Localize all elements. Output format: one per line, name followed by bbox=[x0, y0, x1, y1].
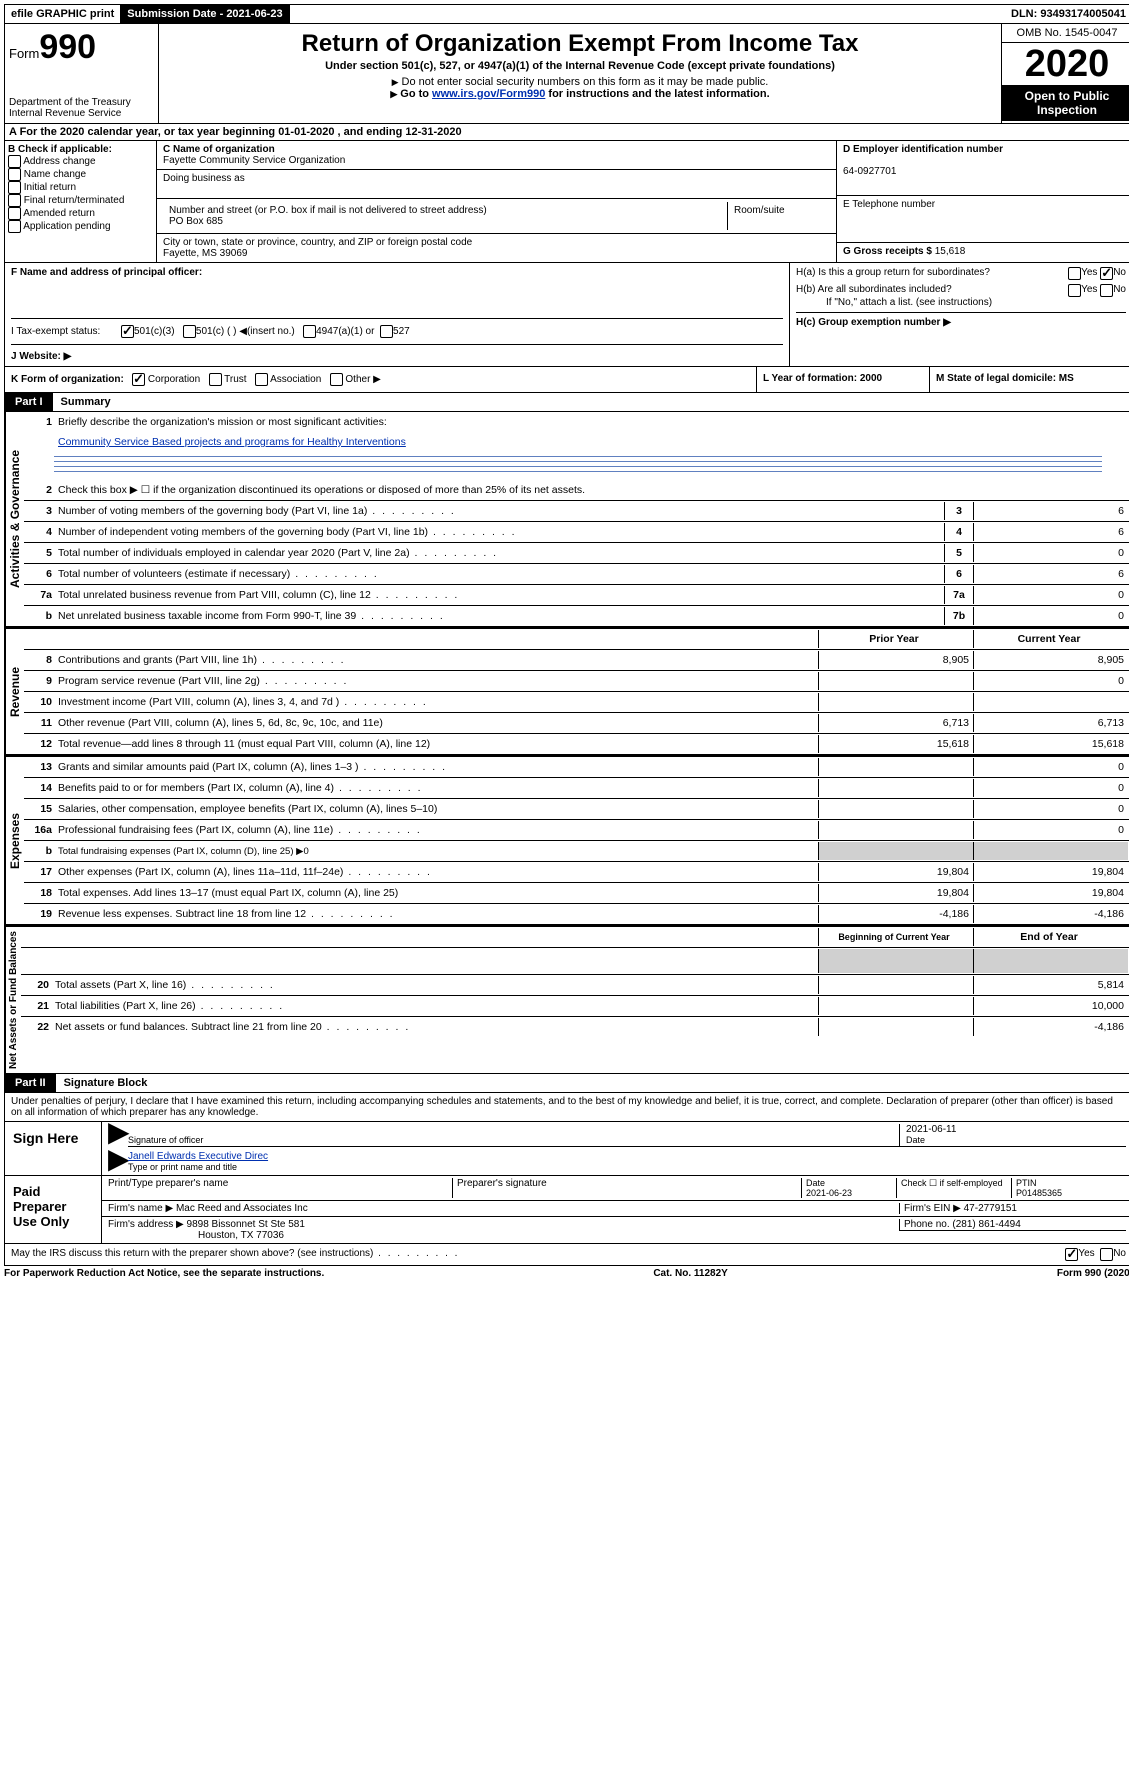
org-name: Fayette Community Service Organization bbox=[163, 155, 345, 166]
revenue-section: Revenue Prior YearCurrent Year 8Contribu… bbox=[4, 627, 1129, 755]
header-left: Form990 Department of the Treasury Inter… bbox=[5, 24, 159, 123]
part2-header: Part II Signature Block bbox=[4, 1074, 1129, 1093]
org-city: Fayette, MS 39069 bbox=[163, 248, 248, 259]
check-501c3[interactable] bbox=[121, 325, 134, 338]
discuss-no[interactable] bbox=[1100, 1248, 1113, 1261]
box-f-ij: F Name and address of principal officer:… bbox=[5, 263, 789, 366]
note-ssn: Do not enter social security numbers on … bbox=[163, 76, 997, 88]
check-corp[interactable] bbox=[132, 373, 145, 386]
check-527[interactable] bbox=[380, 325, 393, 338]
form-header: Form990 Department of the Treasury Inter… bbox=[4, 24, 1129, 124]
state-domicile: M State of legal domicile: MS bbox=[929, 367, 1129, 392]
check-501c[interactable] bbox=[183, 325, 196, 338]
note-goto: Go to www.irs.gov/Form990 for instructio… bbox=[163, 88, 997, 100]
mission-text: Community Service Based projects and pro… bbox=[58, 436, 1128, 448]
sign-here-label: Sign Here bbox=[5, 1122, 102, 1175]
firm-name: Mac Reed and Associates Inc bbox=[176, 1203, 308, 1214]
signature-block: Under penalties of perjury, I declare th… bbox=[4, 1093, 1129, 1266]
check-address-change[interactable] bbox=[8, 155, 21, 168]
gross-receipts: 15,618 bbox=[935, 246, 966, 257]
part1-header: Part I Summary bbox=[4, 393, 1129, 412]
firm-address: 9898 Bissonnet St Ste 581 bbox=[187, 1219, 305, 1230]
dln-label: DLN: 93493174005041 bbox=[1005, 5, 1129, 23]
submission-date-button[interactable]: Submission Date - 2021-06-23 bbox=[121, 5, 289, 23]
activities-governance: Activities & Governance 1Briefly describ… bbox=[4, 412, 1129, 627]
check-4947[interactable] bbox=[303, 325, 316, 338]
net-assets-section: Net Assets or Fund Balances Beginning of… bbox=[4, 925, 1129, 1074]
year-formation: L Year of formation: 2000 bbox=[756, 367, 929, 392]
paid-preparer-label: Paid Preparer Use Only bbox=[5, 1176, 102, 1243]
header-mid: Return of Organization Exempt From Incom… bbox=[159, 24, 1001, 123]
check-app-pending[interactable] bbox=[8, 220, 21, 233]
omb-label: OMB No. 1545-0047 bbox=[1002, 24, 1129, 43]
ein-value: 64-0927701 bbox=[843, 166, 896, 177]
page-footer: For Paperwork Reduction Act Notice, see … bbox=[4, 1266, 1129, 1281]
check-final-return[interactable] bbox=[8, 194, 21, 207]
officer-name: Janell Edwards Executive Direc bbox=[128, 1151, 268, 1162]
discuss-yes[interactable] bbox=[1065, 1248, 1078, 1261]
box-h: H(a) Is this a group return for subordin… bbox=[789, 263, 1129, 366]
hb-no[interactable] bbox=[1100, 284, 1113, 297]
top-bar: efile GRAPHIC print Submission Date - 20… bbox=[4, 4, 1129, 24]
check-assoc[interactable] bbox=[255, 373, 268, 386]
row-a-tax-year: A For the 2020 calendar year, or tax yea… bbox=[4, 124, 1129, 141]
box-b: B Check if applicable: Address change Na… bbox=[5, 141, 157, 262]
ha-no[interactable] bbox=[1100, 267, 1113, 280]
ha-yes[interactable] bbox=[1068, 267, 1081, 280]
header-right: OMB No. 1545-0047 2020 Open to Public In… bbox=[1001, 24, 1129, 123]
org-address: PO Box 685 bbox=[169, 216, 223, 227]
open-public-label: Open to Public Inspection bbox=[1002, 85, 1129, 121]
box-de: D Employer identification number 64-0927… bbox=[836, 141, 1129, 262]
tax-year: 2020 bbox=[1002, 43, 1129, 85]
form-title: Return of Organization Exempt From Incom… bbox=[163, 30, 997, 58]
form-number: Form990 bbox=[9, 28, 154, 67]
irs-link[interactable]: www.irs.gov/Form990 bbox=[432, 88, 545, 100]
hb-yes[interactable] bbox=[1068, 284, 1081, 297]
section-bcde: B Check if applicable: Address change Na… bbox=[4, 141, 1129, 263]
check-other[interactable] bbox=[330, 373, 343, 386]
box-c: C Name of organization Fayette Community… bbox=[157, 141, 836, 262]
check-trust[interactable] bbox=[209, 373, 222, 386]
form-subtitle: Under section 501(c), 527, or 4947(a)(1)… bbox=[163, 60, 997, 72]
spacer bbox=[290, 11, 1005, 17]
row-k: K Form of organization: Corporation Trus… bbox=[4, 367, 1129, 393]
check-name-change[interactable] bbox=[8, 168, 21, 181]
section-fh: F Name and address of principal officer:… bbox=[4, 263, 1129, 367]
efile-label: efile GRAPHIC print bbox=[5, 5, 121, 23]
dept-label: Department of the Treasury Internal Reve… bbox=[9, 97, 154, 119]
perjury-statement: Under penalties of perjury, I declare th… bbox=[5, 1093, 1129, 1122]
expenses-section: Expenses 13Grants and similar amounts pa… bbox=[4, 755, 1129, 925]
check-initial-return[interactable] bbox=[8, 181, 21, 194]
check-amended[interactable] bbox=[8, 207, 21, 220]
